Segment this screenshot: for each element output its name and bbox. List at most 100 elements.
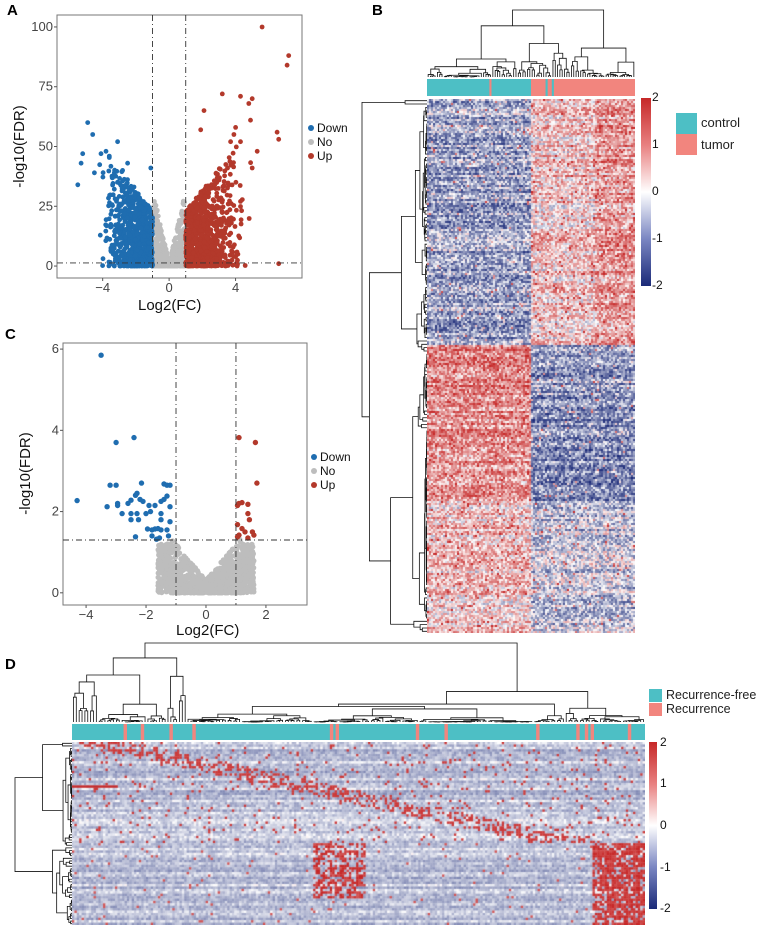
point-down bbox=[124, 215, 130, 221]
point-up bbox=[186, 230, 192, 235]
point-down bbox=[117, 230, 122, 236]
point-up bbox=[249, 96, 255, 102]
point-down bbox=[115, 213, 121, 219]
point-down bbox=[97, 162, 103, 168]
dendrogram-branch bbox=[558, 57, 567, 70]
dendrogram-branch bbox=[545, 72, 550, 77]
point-up bbox=[194, 205, 200, 211]
point-down bbox=[147, 508, 154, 515]
point-down bbox=[138, 480, 145, 486]
no-dot-icon bbox=[311, 468, 317, 474]
d-row-dendrogram bbox=[14, 742, 73, 925]
point-up bbox=[231, 132, 237, 137]
point-no bbox=[157, 243, 163, 248]
y-tick-label: 0 bbox=[46, 258, 53, 273]
y-tick-label: 50 bbox=[39, 139, 53, 154]
x-tick-label: −2 bbox=[139, 607, 154, 622]
point-down bbox=[128, 183, 134, 189]
point-down bbox=[110, 192, 116, 198]
point-down bbox=[113, 482, 119, 488]
point-up bbox=[204, 235, 210, 241]
legend-recurrence: Recurrence bbox=[666, 702, 731, 716]
legend-no: No bbox=[308, 135, 348, 149]
point-no bbox=[244, 564, 250, 570]
legend-label: No bbox=[317, 135, 333, 149]
d-colorbar-tick: 0 bbox=[660, 818, 667, 832]
point-down bbox=[134, 231, 140, 237]
point-up bbox=[187, 204, 192, 210]
point-up bbox=[238, 139, 243, 145]
point-down bbox=[134, 247, 140, 253]
point-no bbox=[240, 549, 246, 556]
point-up bbox=[209, 218, 214, 224]
point-no bbox=[181, 585, 187, 591]
point-up bbox=[198, 262, 204, 267]
point-no bbox=[173, 263, 179, 269]
panel-label-b: B bbox=[372, 2, 383, 19]
point-no bbox=[157, 247, 162, 252]
point-up bbox=[191, 263, 197, 269]
point-up bbox=[214, 194, 220, 199]
point-no bbox=[155, 218, 161, 224]
point-down bbox=[132, 237, 138, 243]
dendrogram-branch bbox=[369, 272, 402, 562]
point-no bbox=[157, 561, 163, 567]
point-down bbox=[139, 257, 145, 263]
dendrogram-branch bbox=[390, 497, 414, 625]
d-group-annotation bbox=[72, 724, 645, 740]
point-up bbox=[231, 253, 236, 259]
point-up bbox=[183, 232, 189, 238]
dendrogram-branch bbox=[574, 720, 579, 722]
point-down bbox=[100, 263, 105, 268]
dendrogram-branch bbox=[90, 710, 94, 722]
dendrogram-branch bbox=[487, 74, 491, 77]
point-no bbox=[163, 571, 169, 577]
point-up bbox=[204, 255, 210, 261]
dendrogram-branch bbox=[216, 719, 220, 722]
point-down bbox=[118, 225, 123, 231]
point-no bbox=[156, 261, 162, 266]
point-no bbox=[199, 573, 205, 579]
dendrogram-branch bbox=[582, 72, 586, 77]
point-no bbox=[168, 589, 174, 595]
dendrogram-branch bbox=[251, 706, 426, 715]
dendrogram-branch bbox=[401, 216, 417, 330]
point-up bbox=[230, 249, 236, 255]
point-up bbox=[202, 186, 208, 192]
point-up bbox=[229, 182, 235, 188]
point-down bbox=[146, 240, 152, 246]
b-colorbar-tick: 0 bbox=[652, 184, 659, 198]
point-up bbox=[237, 183, 243, 188]
point-no bbox=[170, 255, 176, 260]
dendrogram-branch bbox=[412, 416, 420, 580]
point-up bbox=[236, 233, 242, 239]
point-no bbox=[228, 573, 235, 579]
d-group-annotation bbox=[335, 724, 340, 740]
dendrogram-branch bbox=[417, 340, 427, 348]
legend-down: Down bbox=[311, 450, 351, 464]
point-up bbox=[284, 62, 290, 68]
point-up bbox=[234, 207, 239, 213]
point-no bbox=[156, 589, 162, 595]
point-up bbox=[236, 434, 242, 441]
point-no bbox=[226, 550, 232, 556]
point-up bbox=[232, 224, 238, 229]
a-x-axis-label: Log2(FC) bbox=[138, 297, 202, 314]
point-down bbox=[119, 510, 125, 517]
point-up bbox=[213, 170, 219, 176]
point-no bbox=[174, 561, 180, 567]
point-down bbox=[134, 490, 140, 496]
dendrogram-branch bbox=[14, 777, 53, 872]
x-tick-label: −4 bbox=[95, 280, 110, 295]
dendrogram-branch bbox=[430, 68, 440, 75]
dendrogram-branch bbox=[605, 74, 609, 77]
point-up bbox=[226, 232, 232, 238]
dendrogram-branch bbox=[62, 779, 66, 842]
b-group-annotation bbox=[551, 79, 554, 96]
point-no bbox=[166, 556, 172, 562]
point-up bbox=[254, 148, 260, 154]
d-group-annotation bbox=[590, 724, 595, 740]
dendrogram-branch bbox=[501, 74, 505, 77]
dendrogram-branch bbox=[557, 720, 561, 722]
point-up bbox=[235, 262, 240, 267]
